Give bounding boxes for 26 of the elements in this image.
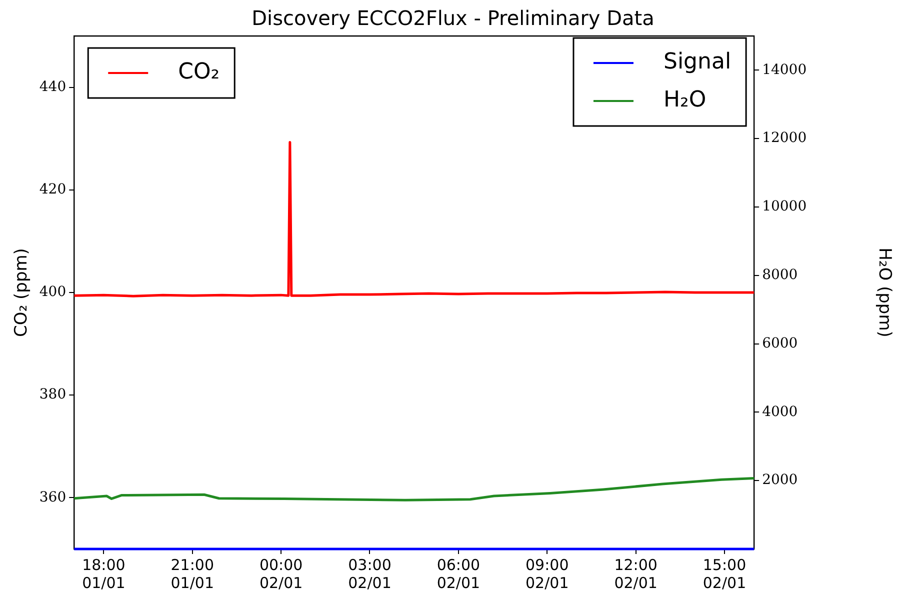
x-tick-label: 09:00 02/01 xyxy=(526,556,569,592)
x-tick-label: 12:00 02/01 xyxy=(614,556,658,592)
x-tick-label: 03:00 02/01 xyxy=(348,556,392,592)
y-tick-label: 440 xyxy=(39,78,66,95)
y2-tick-label: 6000 xyxy=(762,335,798,352)
y2-tick-label: 14000 xyxy=(762,62,807,78)
chart-title: Discovery ECCO2Flux - Preliminary Data xyxy=(252,6,654,30)
legend-label: H₂O xyxy=(663,88,706,113)
y2-tick-label: 10000 xyxy=(762,198,807,215)
y-tick-label: 420 xyxy=(39,182,66,198)
x-tick-label: 21:00 01/01 xyxy=(170,556,214,592)
y-axis-title: CO₂ (ppm) xyxy=(12,248,32,337)
y2-tick-label: 8000 xyxy=(762,267,798,284)
legend-label: CO₂ xyxy=(178,60,220,85)
legend-label: Signal xyxy=(663,50,732,75)
x-tick-label: 06:00 02/01 xyxy=(436,556,480,592)
x-tick-label: 15:00 02/01 xyxy=(702,556,746,592)
y2-tick-label: 4000 xyxy=(762,404,798,420)
y-tick-label: 360 xyxy=(39,489,66,506)
y2-tick-label: 12000 xyxy=(762,130,807,146)
y-tick-label: 400 xyxy=(39,284,66,300)
x-tick-label: 18:00 01/01 xyxy=(82,556,126,592)
x-tick-label: 00:00 02/01 xyxy=(259,556,303,592)
y-tick-label: 380 xyxy=(39,386,66,403)
y2-tick-label: 2000 xyxy=(762,472,798,488)
y2-axis-title: H₂O (ppm) xyxy=(874,248,894,338)
